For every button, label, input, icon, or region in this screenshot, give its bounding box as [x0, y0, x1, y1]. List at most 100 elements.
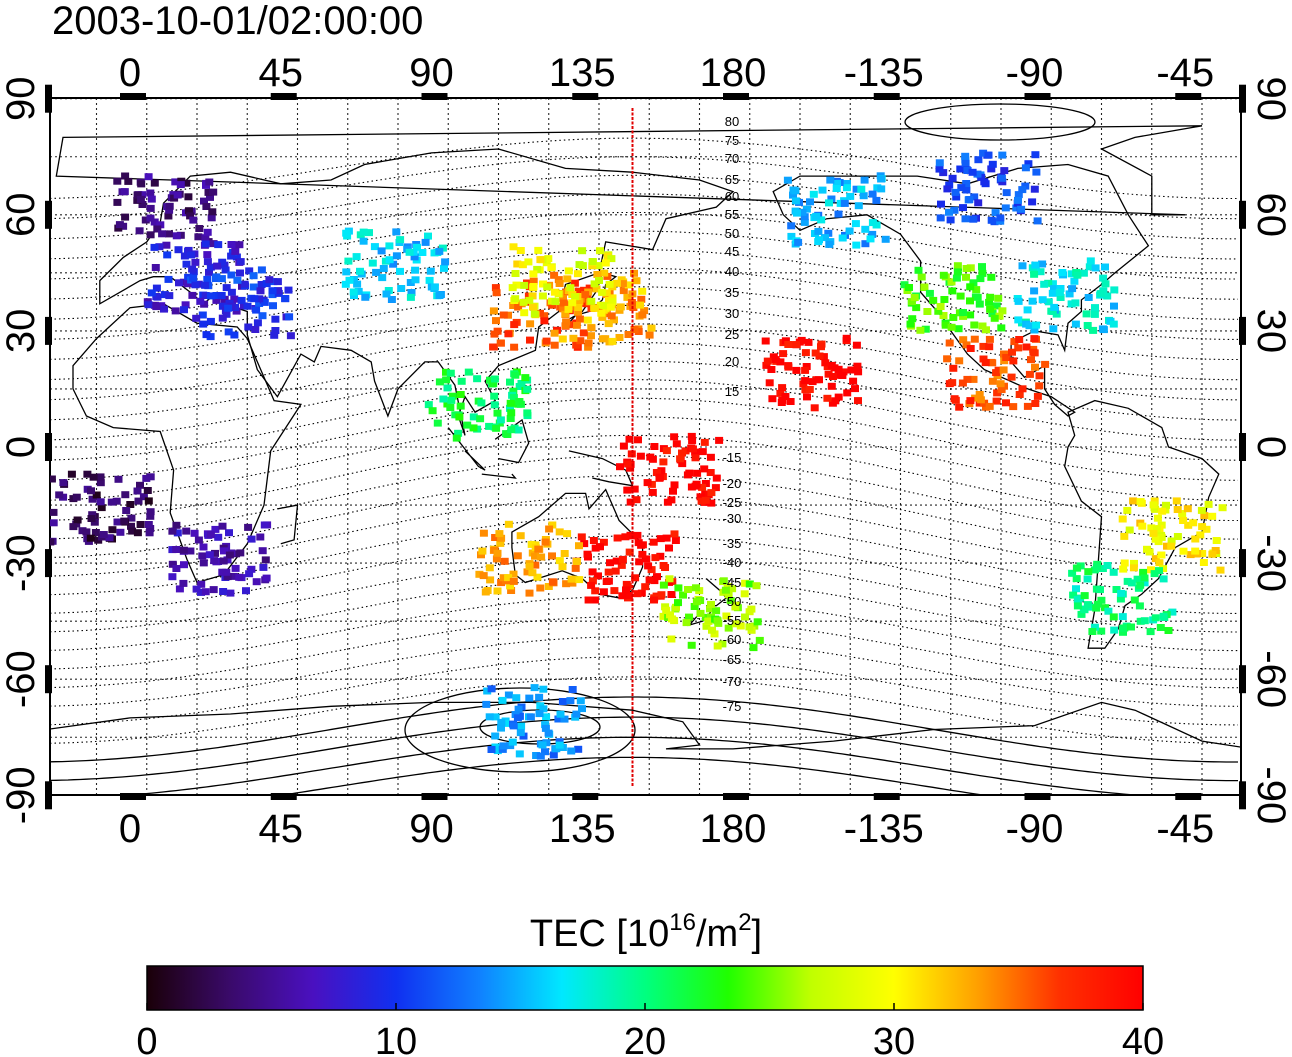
tec-sample: [1184, 521, 1193, 529]
tec-sample: [559, 305, 568, 313]
contour-line: [50, 323, 1238, 401]
tec-sample: [936, 214, 945, 222]
tec-sample: [1096, 586, 1104, 594]
tec-sample: [69, 523, 78, 531]
tec-sample: [113, 198, 122, 206]
tec-sample: [1056, 294, 1065, 301]
tec-sample: [574, 308, 583, 316]
top-lon-tick-label: -90: [1006, 51, 1064, 95]
tec-sample: [935, 159, 944, 167]
tec-sample: [632, 277, 641, 285]
tec-sample: [235, 573, 244, 581]
tec-sample: [917, 273, 926, 281]
tec-sample: [957, 184, 966, 192]
contour-line: [50, 137, 1238, 200]
map-panel: 80 75 70 65 60 55 50 45 40 35 30 25 20 15 -15 -20 -25-30…: [45, 84, 1246, 810]
tec-sample: [572, 710, 581, 718]
tec-sample: [647, 480, 656, 488]
tec-sample: [73, 516, 82, 524]
tec-sample: [624, 592, 633, 599]
tec-sample: [555, 741, 564, 749]
tec-sample: [528, 569, 537, 577]
top-lon-tick-label: 135: [549, 51, 616, 95]
left-lat-tick-label: 30: [0, 309, 43, 354]
tec-sample: [492, 289, 501, 297]
tec-sample: [605, 280, 614, 288]
tec-sample: [656, 535, 665, 543]
tec-sample: [1159, 575, 1168, 583]
tec-sample: [172, 565, 181, 572]
tec-sample: [492, 424, 501, 432]
tec-sample: [722, 612, 731, 620]
tec-sample: [499, 311, 508, 319]
tec-sample: [696, 609, 705, 617]
tec-sample: [590, 596, 599, 604]
tec-sample: [536, 584, 545, 592]
tec-sample: [1090, 566, 1099, 574]
tec-sample: [613, 534, 622, 542]
tec-sample: [1216, 566, 1225, 574]
tec-sample: [611, 567, 620, 575]
tec-sample: [537, 553, 546, 561]
tec-sample: [189, 216, 198, 224]
tec-sample: [815, 236, 823, 244]
tec-sample: [514, 426, 523, 434]
tec-sample: [1163, 542, 1171, 550]
tec-sample: [1050, 303, 1059, 311]
tec-sample: [650, 596, 658, 604]
tec-sample: [618, 592, 627, 600]
tec-sample: [549, 751, 558, 759]
tec-sample: [615, 334, 624, 341]
tec-sample: [606, 559, 614, 567]
tec-sample: [1099, 274, 1108, 282]
tec-sample: [1158, 507, 1167, 515]
tec-sample: [707, 489, 716, 497]
tec-sample: [594, 572, 602, 580]
tec-sample: [833, 180, 841, 187]
contour-label: 75: [725, 133, 739, 148]
contour-label: -65: [723, 652, 742, 667]
tec-sample: [630, 326, 639, 333]
tec-sample: [411, 276, 420, 284]
tec-sample: [156, 221, 165, 229]
contour-label: 70: [725, 151, 739, 166]
tec-sample: [566, 697, 575, 705]
tec-sample: [221, 266, 230, 274]
tec-sample: [852, 185, 861, 193]
tec-sample: [227, 252, 236, 260]
tec-sample: [978, 263, 986, 271]
contour-label: -55: [723, 613, 742, 628]
tec-sample: [985, 402, 994, 410]
tec-sample: [558, 335, 567, 343]
tec-sample: [936, 303, 945, 310]
tec-sample: [113, 177, 122, 185]
tec-sample: [966, 264, 975, 272]
tec-sample: [203, 258, 212, 266]
tec-sample: [203, 275, 212, 283]
tec-sample: [180, 306, 188, 314]
tec-sample: [90, 518, 99, 526]
tec-sample: [710, 630, 719, 638]
tec-sample: [590, 304, 599, 312]
tec-sample: [698, 448, 707, 456]
tec-sample: [88, 495, 97, 503]
tec-sample: [113, 518, 122, 526]
tec-sample: [969, 279, 978, 287]
bottom-lon-tick-label: 180: [700, 807, 767, 851]
tec-sample: [959, 204, 967, 212]
tec-sample: [877, 175, 886, 183]
tec-sample: [531, 561, 540, 569]
tec-sample: [602, 578, 611, 585]
tec-sample: [249, 272, 258, 280]
tec-sample: [554, 276, 563, 284]
tec-sample: [945, 339, 954, 347]
tec-sample: [1167, 537, 1176, 545]
tec-sample: [601, 259, 610, 267]
tec-sample: [685, 613, 693, 621]
tec-sample: [954, 325, 963, 333]
tec-sample: [617, 276, 626, 284]
frame-tick: [1239, 200, 1246, 229]
tec-sample: [1104, 607, 1113, 615]
contour-label: -50: [723, 594, 742, 609]
tec-sample: [1068, 569, 1077, 577]
